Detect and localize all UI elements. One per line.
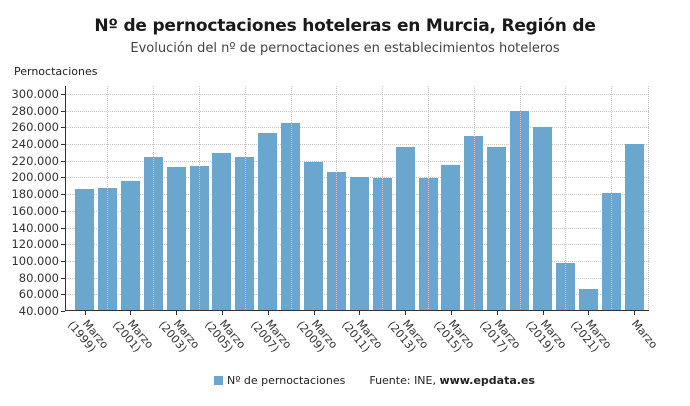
y-tick-label: 220.000: [11, 153, 59, 168]
y-tick: [61, 294, 65, 296]
gridline-vertical: [290, 86, 292, 311]
bar[interactable]: [75, 189, 94, 311]
x-tick: [634, 311, 636, 315]
x-tick-label: Marzo (2003): [156, 317, 203, 355]
legend-series-label: Nº de pernoctaciones: [227, 374, 346, 387]
x-tick: [221, 311, 223, 315]
gridline-vertical: [519, 86, 521, 311]
y-tick: [61, 127, 65, 129]
y-tick: [61, 311, 65, 312]
source-note: Fuente: INE, www.epdata.es: [369, 374, 535, 387]
x-tick: [359, 311, 361, 315]
y-tick: [61, 277, 65, 279]
chart-subtitle: Evolución del nº de pernoctaciones en es…: [130, 41, 560, 56]
chart-title: Nº de pernoctaciones hoteleras en Murcia…: [94, 16, 596, 36]
legend: Nº de pernoctaciones Fuente: INE, www.ep…: [214, 374, 535, 387]
y-axis-title: Pernoctaciones: [14, 65, 98, 78]
x-axis-line: [65, 310, 649, 311]
gridline-vertical: [199, 86, 200, 311]
y-tick-label: 40.000: [18, 304, 59, 318]
x-tick-label: Marzo (2015): [430, 317, 478, 355]
y-tick-label: 100.000: [11, 253, 59, 268]
bar[interactable]: [487, 147, 507, 311]
y-tick: [61, 110, 65, 112]
gridline-vertical: [428, 86, 429, 311]
y-tick-label: 280.000: [11, 103, 59, 118]
legend-swatch-icon: [214, 376, 223, 385]
source-site: www.epdata.es: [439, 374, 535, 387]
gridline-vertical: [382, 86, 384, 311]
y-tick-label: 140.000: [11, 220, 59, 235]
y-tick-label: 60.000: [18, 287, 59, 302]
x-tick: [84, 311, 86, 315]
x-tick-label: Marzo (2017): [476, 317, 523, 355]
bar[interactable]: [441, 164, 461, 311]
x-tick: [450, 311, 452, 315]
bar[interactable]: [166, 166, 186, 311]
x-tick-label: Marzo (2013): [385, 317, 432, 355]
gridline-vertical: [107, 86, 109, 311]
gridline-vertical: [611, 86, 613, 311]
plot-area: [61, 86, 649, 315]
x-tick-label: Marzo (2009): [293, 317, 340, 355]
y-tick-label: 160.000: [11, 203, 59, 218]
bar[interactable]: [578, 289, 598, 311]
y-tick-label: 260.000: [11, 120, 59, 135]
x-tick-label: Marzo (2019): [522, 317, 569, 355]
bar[interactable]: [349, 176, 369, 311]
x-tick-label: Marzo (2021): [568, 317, 615, 355]
y-axis-line: [65, 86, 66, 311]
gridline-vertical: [153, 86, 155, 311]
x-tick-label: Marzo (1999): [64, 317, 111, 355]
x-tick: [130, 311, 132, 315]
x-tick: [588, 311, 590, 315]
x-tick-label: Marzo (2001): [110, 317, 157, 355]
gridline-vertical: [473, 86, 475, 311]
gridline-horizontal: [65, 144, 649, 146]
x-tick: [405, 311, 407, 315]
y-tick-label: 200.000: [11, 170, 59, 185]
y-tick: [61, 244, 65, 246]
y-tick: [61, 260, 65, 262]
x-tick-label: Marzo (2007): [247, 317, 294, 355]
gridline-vertical: [565, 86, 567, 311]
bar[interactable]: [120, 180, 140, 311]
x-tick-label: Marzo: [628, 317, 661, 352]
x-tick: [267, 311, 269, 315]
y-tick: [61, 160, 65, 162]
bar[interactable]: [304, 161, 323, 311]
y-tick: [61, 94, 65, 95]
x-tick: [176, 311, 178, 315]
x-tick: [496, 311, 498, 315]
gridline-horizontal: [65, 160, 649, 162]
y-tick: [61, 144, 65, 146]
y-tick: [61, 210, 65, 212]
x-tick-label: Marzo (2005): [201, 317, 249, 355]
gridline-horizontal: [65, 94, 649, 95]
source-prefix: Fuente: INE,: [369, 374, 440, 387]
x-tick: [542, 311, 544, 315]
gridline-horizontal: [65, 127, 649, 129]
x-tick-label: Marzo (2011): [339, 317, 386, 355]
y-tick-label: 80.000: [18, 270, 59, 285]
gridline-vertical: [648, 86, 649, 311]
bar[interactable]: [395, 146, 415, 311]
y-tick: [61, 227, 65, 229]
y-tick-label: 180.000: [11, 187, 59, 202]
bar[interactable]: [533, 126, 552, 311]
gridline-vertical: [244, 86, 246, 311]
x-tick: [313, 311, 315, 315]
y-tick: [61, 194, 65, 196]
gridline-horizontal: [65, 110, 649, 112]
y-tick-label: 120.000: [11, 237, 59, 252]
y-tick: [61, 177, 65, 179]
bar[interactable]: [258, 133, 278, 311]
bar[interactable]: [624, 144, 644, 311]
bar[interactable]: [212, 153, 232, 311]
y-tick-label: 240.000: [11, 137, 59, 152]
y-tick-label: 300.000: [11, 87, 59, 101]
gridline-vertical: [336, 86, 338, 311]
